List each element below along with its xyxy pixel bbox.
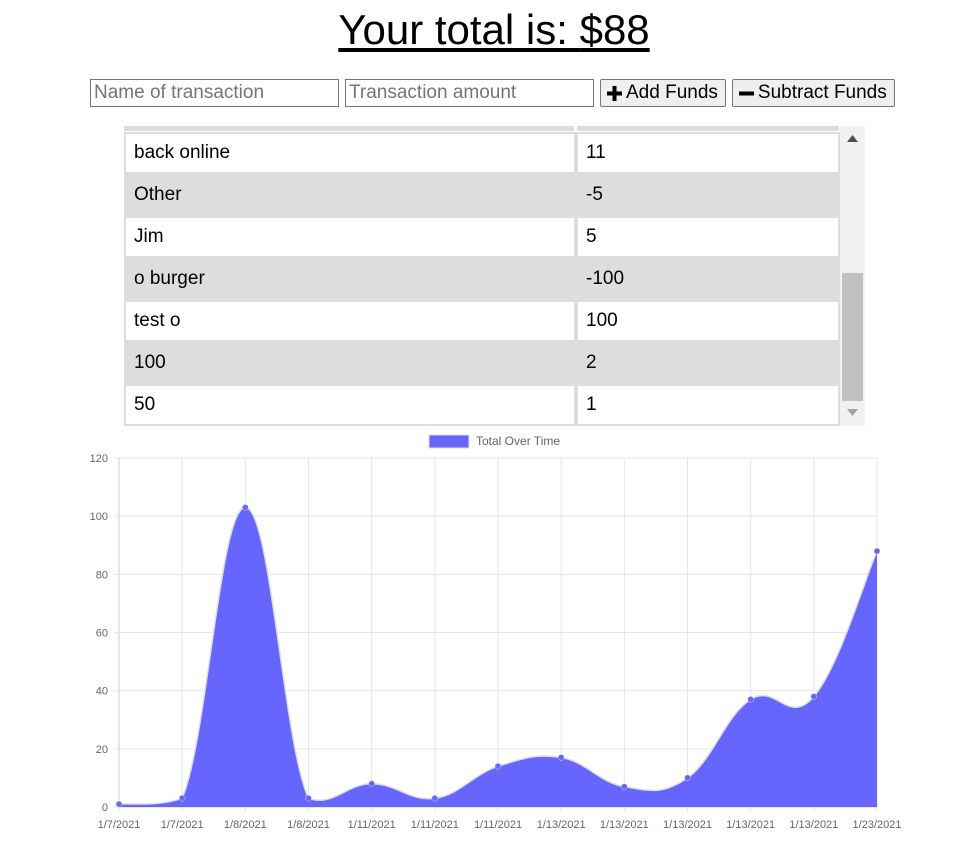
transaction-value-cell: 100 bbox=[576, 300, 840, 342]
table-row: Other -5 bbox=[124, 174, 840, 216]
plus-icon bbox=[607, 85, 622, 101]
y-tick-label: 80 bbox=[96, 569, 108, 581]
table-row: 50 1 bbox=[124, 384, 840, 426]
y-tick-label: 20 bbox=[96, 744, 108, 756]
x-tick-label: 1/13/2021 bbox=[600, 819, 649, 831]
data-point bbox=[557, 754, 565, 761]
transaction-value-cell: -5 bbox=[576, 174, 840, 216]
data-point bbox=[810, 693, 818, 700]
transaction-name-input[interactable] bbox=[90, 79, 339, 107]
transaction-name-cell: 50 bbox=[124, 384, 576, 426]
transaction-name-cell: test o bbox=[124, 300, 576, 342]
transaction-value-cell: 5 bbox=[576, 216, 840, 258]
total-over-time-chart: 0 20 40 60 80 100 120 1/7/2021 1/7/2021 1/8/2021 1… bbox=[90, 434, 902, 831]
transaction-value-cell: -100 bbox=[576, 258, 840, 300]
table-row: back online 11 bbox=[124, 132, 840, 174]
data-point bbox=[305, 795, 312, 802]
table-row: o burger -100 bbox=[124, 258, 840, 300]
table-row: test o 100 bbox=[124, 300, 840, 342]
table-scrollbar[interactable] bbox=[840, 126, 865, 426]
transaction-value-cell: 11 bbox=[576, 132, 840, 174]
transaction-name-cell: Jim bbox=[124, 216, 576, 258]
x-tick-label: 1/13/2021 bbox=[726, 819, 775, 831]
y-tick-label: 60 bbox=[96, 628, 108, 640]
x-tick-label: 1/13/2021 bbox=[789, 819, 838, 831]
data-point bbox=[684, 774, 691, 782]
legend-swatch bbox=[428, 434, 470, 449]
transaction-name-cell: 100 bbox=[124, 342, 576, 384]
scroll-up-arrow-icon[interactable] bbox=[840, 130, 865, 147]
x-tick-label: 1/8/2021 bbox=[224, 819, 267, 831]
table-row: 100 2 bbox=[124, 342, 840, 384]
x-tick-label: 1/13/2021 bbox=[537, 819, 586, 831]
legend-label: Total Over Time bbox=[476, 434, 560, 448]
data-point bbox=[115, 800, 123, 808]
transaction-name-cell: back online bbox=[124, 132, 576, 174]
x-tick-label: 1/11/2021 bbox=[348, 819, 396, 831]
data-point bbox=[368, 780, 375, 787]
data-point bbox=[747, 696, 754, 703]
data-point bbox=[621, 783, 628, 790]
series-area bbox=[119, 507, 877, 807]
minus-icon bbox=[738, 86, 754, 101]
transaction-name-cell: o burger bbox=[124, 258, 576, 300]
data-point bbox=[873, 547, 881, 555]
y-tick-label: 120 bbox=[90, 453, 108, 465]
series-line bbox=[118, 506, 878, 805]
x-tick-label: 1/8/2021 bbox=[287, 819, 330, 831]
subtract-funds-label: Subtract Funds bbox=[757, 82, 887, 103]
data-point bbox=[494, 763, 502, 770]
y-tick-label: 100 bbox=[90, 511, 108, 523]
scrollbar-thumb[interactable] bbox=[842, 273, 863, 401]
x-tick-label: 1/11/2021 bbox=[474, 819, 522, 831]
transaction-amount-input[interactable] bbox=[345, 79, 594, 107]
total-amount: $88 bbox=[579, 6, 650, 53]
transaction-value-cell: 1 bbox=[576, 384, 840, 426]
table-partial-row bbox=[124, 126, 840, 131]
x-tick-label: 1/13/2021 bbox=[663, 819, 712, 831]
add-funds-label: Add Funds bbox=[626, 82, 718, 103]
table-row: Jim 5 bbox=[124, 216, 840, 258]
transactions-table-container[interactable]: back online 11 Other -5 Jim 5 o burger -… bbox=[124, 126, 865, 426]
subtract-funds-button[interactable]: Subtract Funds bbox=[731, 79, 895, 107]
total-prefix: Your total is: bbox=[338, 6, 580, 53]
transaction-name-cell: Other bbox=[124, 174, 576, 216]
scroll-down-arrow-icon[interactable] bbox=[840, 404, 865, 421]
data-point bbox=[178, 795, 186, 802]
x-tick-label: 1/7/2021 bbox=[161, 819, 204, 831]
data-point bbox=[242, 504, 249, 511]
total-heading: Your total is: $88 bbox=[0, 4, 976, 56]
y-tick-label: 0 bbox=[102, 802, 108, 814]
transaction-form: Add Funds Subtract Funds bbox=[90, 79, 895, 107]
x-tick-label: 1/23/2021 bbox=[853, 819, 902, 831]
transaction-value-cell: 2 bbox=[576, 342, 840, 384]
y-tick-label: 40 bbox=[96, 686, 108, 698]
x-tick-label: 1/7/2021 bbox=[98, 819, 141, 831]
transactions-table: back online 11 Other -5 Jim 5 o burger -… bbox=[124, 126, 840, 426]
x-tick-label: 1/11/2021 bbox=[411, 819, 459, 831]
add-funds-button[interactable]: Add Funds bbox=[600, 79, 726, 107]
data-point bbox=[431, 795, 439, 802]
